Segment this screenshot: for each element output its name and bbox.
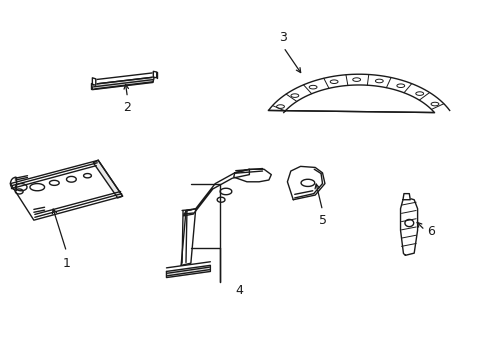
Polygon shape — [93, 72, 157, 84]
Text: 6: 6 — [427, 225, 434, 238]
Polygon shape — [400, 198, 417, 255]
Polygon shape — [166, 265, 210, 278]
Text: 3: 3 — [279, 31, 287, 44]
Polygon shape — [93, 160, 122, 198]
Text: 4: 4 — [235, 284, 243, 297]
Polygon shape — [287, 166, 325, 200]
Text: 2: 2 — [123, 101, 131, 114]
Text: 1: 1 — [62, 257, 70, 270]
Polygon shape — [92, 77, 154, 90]
Polygon shape — [10, 160, 122, 220]
Polygon shape — [92, 78, 96, 85]
Polygon shape — [181, 209, 195, 265]
Polygon shape — [233, 169, 271, 182]
Polygon shape — [183, 169, 249, 216]
Polygon shape — [153, 71, 157, 78]
Polygon shape — [402, 194, 409, 200]
Polygon shape — [268, 74, 449, 113]
Text: 5: 5 — [318, 214, 326, 227]
